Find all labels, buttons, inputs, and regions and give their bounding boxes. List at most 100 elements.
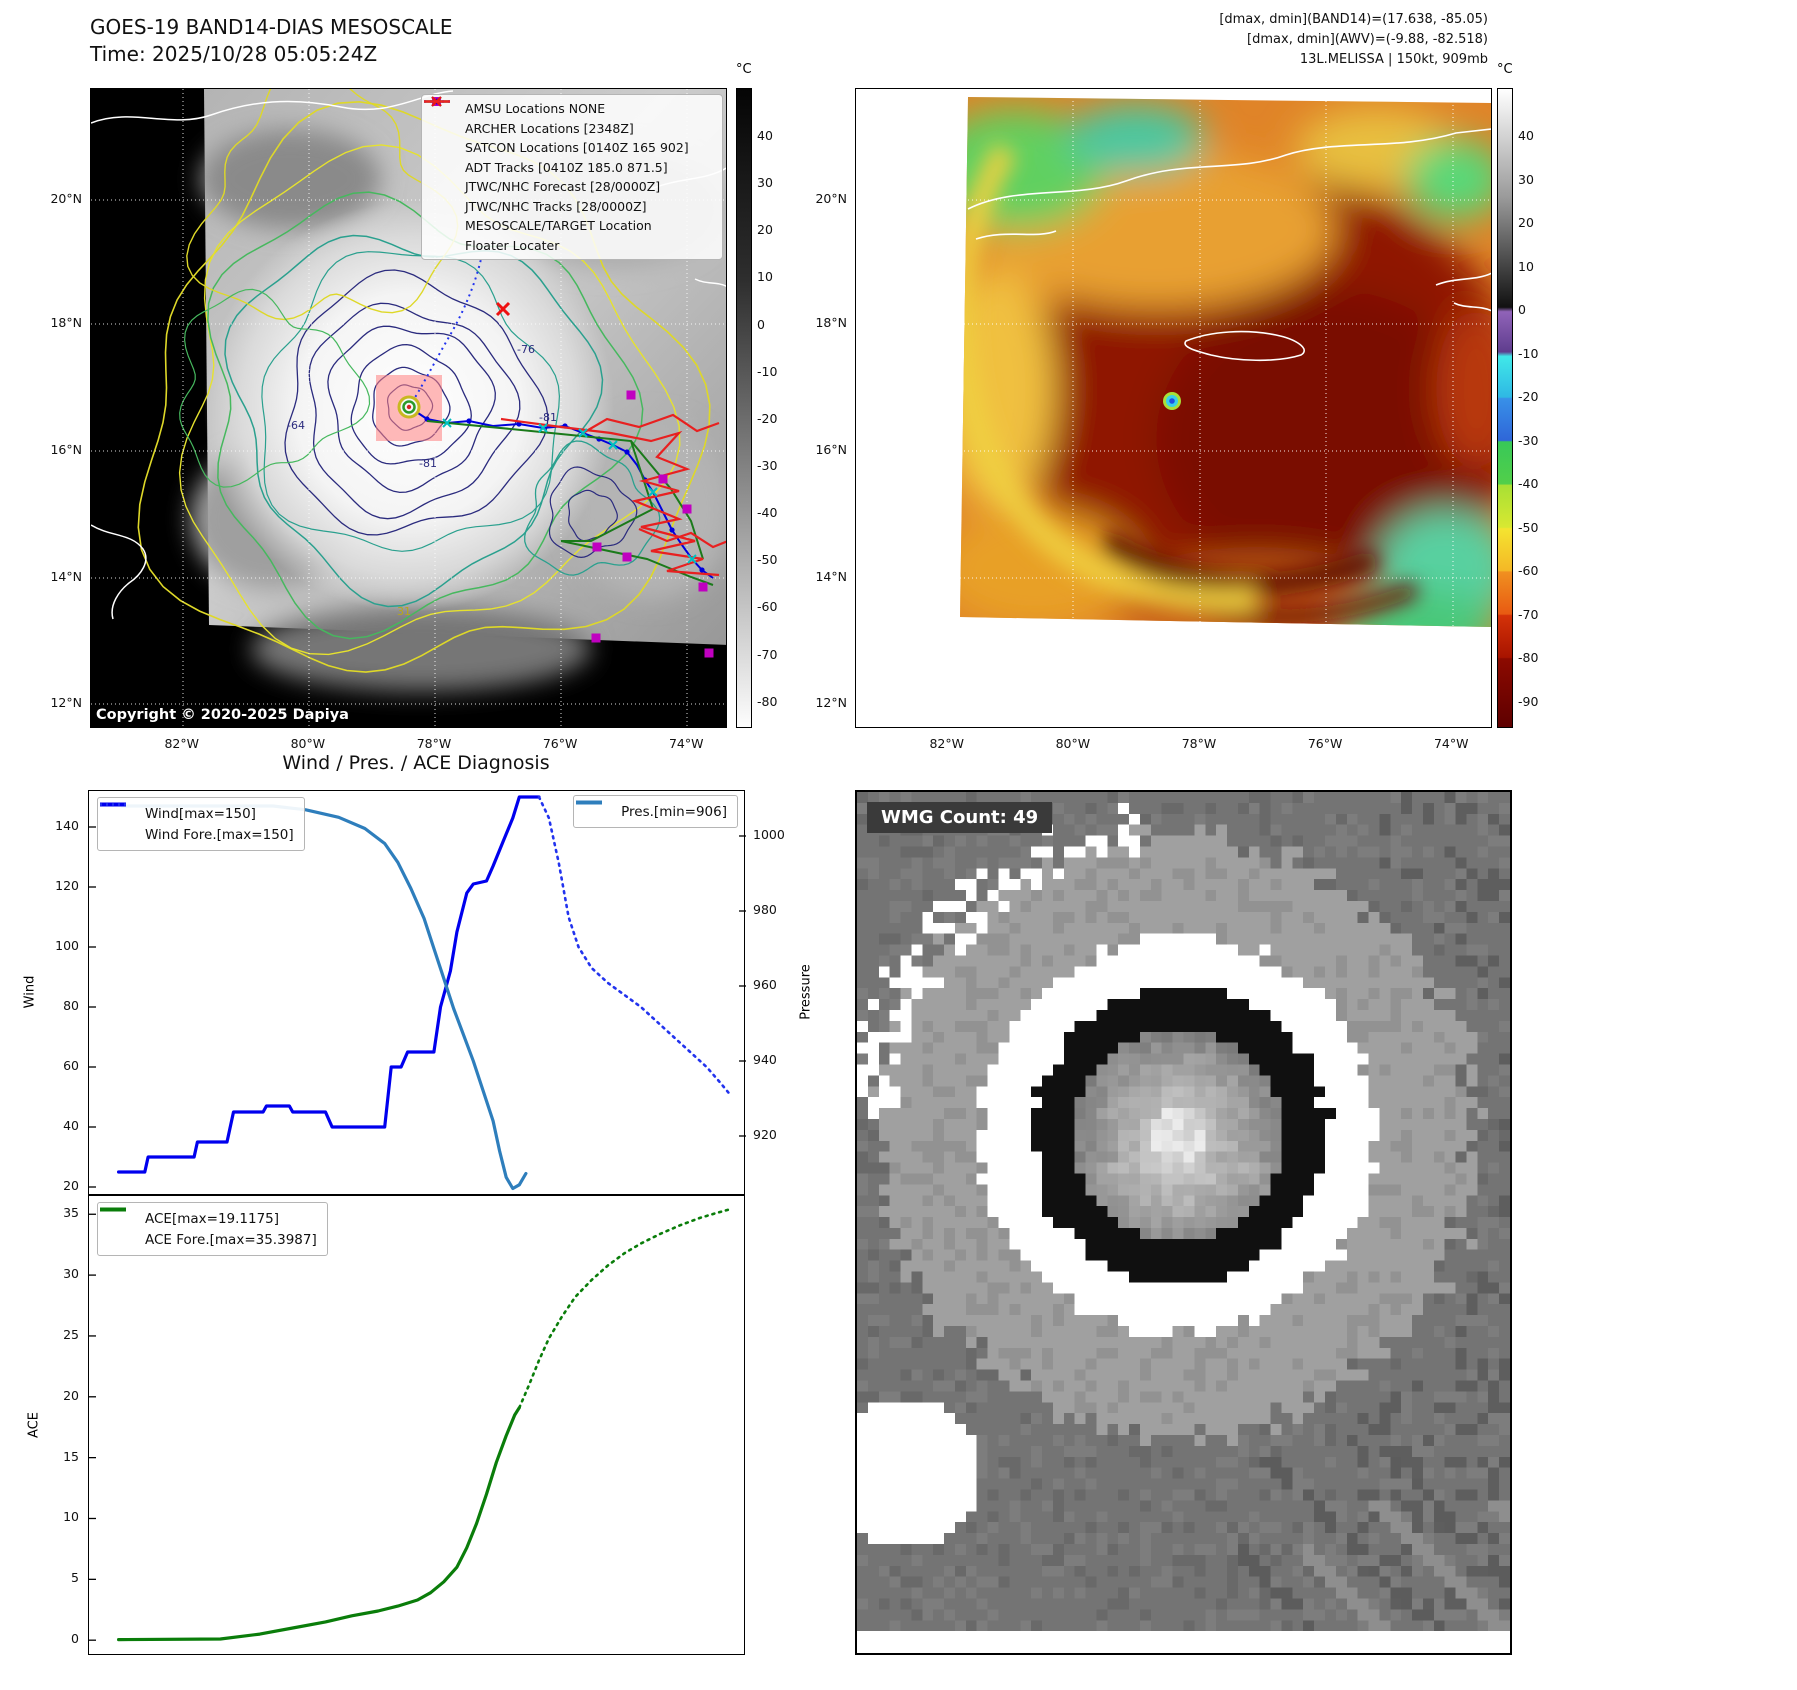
legend-item: SATCON Locations [0140Z 165 902]: [428, 96, 716, 158]
legend-label: JTWC/NHC Forecast [28/0000Z]: [465, 179, 661, 195]
awv-lat-tick: 12°N: [815, 695, 847, 711]
awv-coastlines: [967, 128, 1491, 362]
awv-colorbar-tick: -60: [1518, 563, 1539, 579]
wind-y-tick: 60: [63, 1058, 79, 1073]
band14-colorbar-unit: °C: [736, 62, 752, 77]
pressure-y-tick: 920: [753, 1127, 777, 1142]
band14-lat-tick: 16°N: [50, 442, 82, 458]
legend-label: Wind Fore.[max=150]: [145, 826, 294, 843]
awv-lat-tick: 14°N: [815, 568, 847, 584]
pressure-axis-label: Pressure: [798, 964, 814, 1020]
legend-item: JTWC/NHC Forecast [28/0000Z]: [424, 100, 716, 197]
awv-colorbar-tick: -70: [1518, 606, 1539, 622]
legend-item: Wind Fore.[max=150]: [100, 803, 294, 845]
awv-header: [dmax, dmin](BAND14)=(17.638, -85.05) [d…: [955, 10, 1488, 70]
band14-lat-tick: 18°N: [50, 314, 82, 330]
band14-colorbar-tick: -70: [757, 646, 778, 662]
band14-legend: AMSU Locations NONE ARCHER Locations [234…: [421, 94, 723, 260]
legend-item: JTWC/NHC Tracks [28/0000Z]: [424, 98, 716, 217]
wind-y-tick: 100: [55, 938, 79, 953]
band14-lat-tick: 14°N: [50, 568, 82, 584]
ace-y-tick: 10: [63, 1509, 79, 1525]
band14-colorbar-tick: 20: [757, 222, 773, 238]
legend-label: Pres.[min=906]: [621, 803, 727, 820]
wind-y-tick: 20: [63, 1178, 79, 1193]
pressure-y-tick: 1000: [753, 827, 785, 842]
band14-lon-tick: 74°W: [668, 736, 704, 751]
awv-colorbar-tick: -40: [1518, 476, 1539, 492]
legend-label: MESOSCALE/TARGET Location: [465, 218, 652, 234]
ace-y-tick: 30: [63, 1266, 79, 1282]
awv-lat-tick: 16°N: [815, 442, 847, 458]
ace-axis-label: ACE: [26, 1412, 42, 1438]
pressure-y-tick: 940: [753, 1052, 777, 1067]
ace-y-tick: 25: [63, 1326, 79, 1342]
legend-item: Wind[max=150]: [100, 802, 294, 824]
legend-label: ACE Fore.[max=35.3987]: [145, 1231, 317, 1248]
awv-lon-tick: 82°W: [929, 736, 964, 751]
band14-title: GOES-19 BAND14-DIAS MESOSCALE: [90, 15, 453, 39]
awv-colorbar-unit: °C: [1497, 62, 1513, 77]
awv-colorbar-tick: -30: [1518, 432, 1539, 448]
hurricane-eye-center: [406, 404, 412, 410]
wind-axis-label: Wind: [22, 975, 38, 1009]
legend-item: Floater Locater: [424, 100, 716, 256]
legend-label: Wind[max=150]: [145, 805, 256, 822]
wind-pressure-plot: [89, 795, 746, 1191]
band14-colorbar: [736, 88, 752, 728]
legend-label: AMSU Locations NONE: [465, 101, 606, 117]
awv-colorbar-tick: -90: [1518, 693, 1539, 709]
legend-label: Floater Locater: [465, 237, 560, 253]
wind-y-tick: 140: [55, 818, 79, 833]
svg-text:31: 31: [397, 605, 411, 618]
ace-y-tick: 20: [63, 1387, 79, 1403]
awv-colorbar-tick: -80: [1518, 650, 1539, 666]
pressure-legend: Pres.[min=906]: [573, 795, 738, 828]
awv-lon-tick: 74°W: [1433, 736, 1469, 751]
legend-item: ADT Tracks [0410Z 185.0 871.5]: [424, 100, 716, 178]
svg-text:-76: -76: [517, 343, 535, 356]
legend-item: AMSU Locations NONE: [428, 97, 716, 119]
awv-colorbar-tick: -50: [1518, 519, 1539, 535]
legend-item: ACE Fore.[max=35.3987]: [100, 1208, 317, 1250]
band14-colorbar-tick: 0: [757, 316, 765, 332]
legend-label: ADT Tracks [0410Z 185.0 871.5]: [465, 159, 668, 175]
hurricane-eye-mid: [402, 400, 416, 414]
legend-item: MESOSCALE/TARGET Location: [428, 96, 716, 236]
adt-track-lines: [426, 420, 714, 586]
wind-legend: Wind[max=150] Wind Fore.[max=150]: [97, 797, 305, 851]
legend-label: SATCON Locations [0140Z 165 902]: [465, 140, 689, 156]
awv-colorbar-tick: -10: [1518, 345, 1539, 361]
band14-colorbar-tick: -50: [757, 552, 778, 568]
band14-lon-tick: 82°W: [164, 736, 199, 751]
awv-satellite-image: [856, 89, 1491, 727]
awv-header-band14: [dmax, dmin](BAND14)=(17.638, -85.05): [1219, 12, 1488, 27]
ace-y-tick: 15: [63, 1448, 79, 1464]
legend-item: ARCHER Locations [2348Z]: [428, 97, 716, 139]
awv-colorbar-tick: -20: [1518, 389, 1539, 405]
band14-colorbar-tick: -40: [757, 505, 778, 521]
legend-label: ARCHER Locations [2348Z]: [465, 120, 634, 136]
band14-title-block: GOES-19 BAND14-DIAS MESOSCALE Time: 2025…: [90, 14, 453, 68]
band14-colorbar-tick: -10: [757, 363, 778, 379]
wind-pressure-chart: Wind[max=150] Wind Fore.[max=150] Pres.[m…: [88, 790, 746, 1195]
band14-colorbar-tick: 40: [757, 128, 773, 143]
svg-text:-81: -81: [419, 457, 437, 470]
storm-id-intensity: 13L.MELISSA | 150kt, 909mb: [1299, 52, 1488, 67]
contour-value-labels: -64 -76 -81 -81 31: [287, 343, 557, 618]
band14-lon-tick: 76°W: [542, 736, 578, 751]
ace-plot: [89, 1208, 731, 1642]
awv-lon-tick: 76°W: [1307, 736, 1343, 751]
ace-y-tick: 5: [71, 1570, 79, 1586]
band14-time: Time: 2025/10/28 05:05:24Z: [90, 42, 378, 66]
legend-label: JTWC/NHC Tracks [28/0000Z]: [465, 198, 647, 214]
awv-colorbar-tick: 40: [1518, 128, 1534, 143]
band14-lon-tick: 78°W: [416, 736, 452, 751]
ace-y-tick: 0: [71, 1631, 79, 1647]
mesoscale-target-marker: [495, 301, 511, 317]
svg-text:-64: -64: [287, 419, 305, 432]
archer-markers: [591, 390, 714, 658]
floater-track-lines: [500, 413, 726, 577]
awv-lon-tick: 80°W: [1055, 736, 1091, 751]
awv-header-awv: [dmax, dmin](AWV)=(-9.88, -82.518): [1247, 32, 1488, 47]
